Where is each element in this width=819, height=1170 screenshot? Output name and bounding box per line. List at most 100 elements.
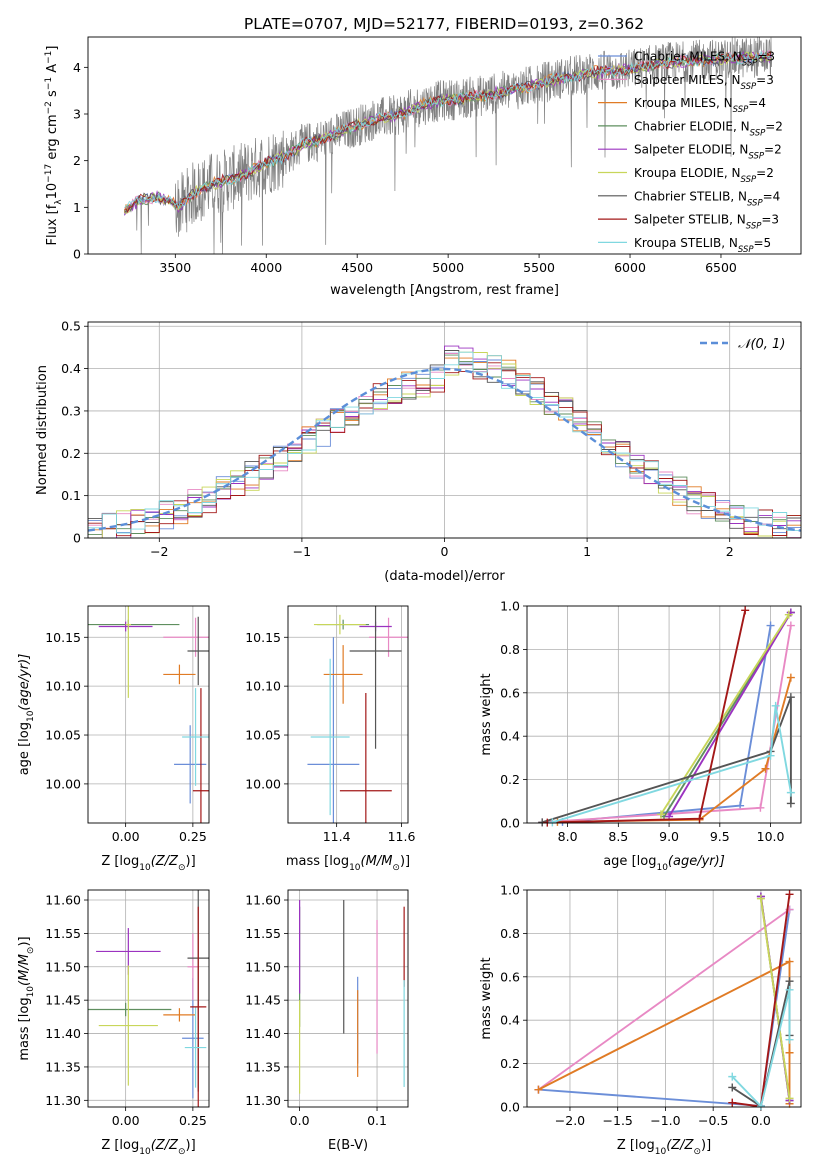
y-tick-label: 0.4: [61, 361, 81, 376]
weight-line: [537, 908, 791, 1091]
x-tick-label: 11.4: [323, 829, 351, 844]
x-tick-label: 4000: [250, 260, 282, 275]
weight-marker: [785, 890, 794, 899]
x-tick-label: 0.0: [290, 1113, 310, 1128]
y-tick-label: 0.8: [500, 926, 520, 941]
residual-histogram: [88, 351, 801, 534]
y-tick-label: 1.0: [500, 883, 520, 898]
y-tick-label: 10.10: [245, 679, 281, 694]
weight-marker: [785, 1048, 794, 1057]
axes-frame: [526, 889, 802, 1108]
weight-marker: [786, 621, 795, 630]
weight-marker: [766, 621, 775, 630]
y-tick-label: 11.60: [245, 893, 281, 908]
y-tick-label: 0.4: [500, 1013, 520, 1028]
y-tick-label: 11.30: [245, 1093, 281, 1108]
x-tick-label: 6000: [614, 260, 646, 275]
weight-marker: [695, 814, 704, 823]
y-tick-label: 11.55: [45, 926, 81, 941]
y-tick-label: 0.1: [61, 488, 81, 503]
x-axis-label: Z [log10(Z/Z⊙)]: [617, 1138, 711, 1157]
weight-marker: [548, 818, 557, 827]
y-tick-label: 10.15: [45, 630, 81, 645]
legend-entry: Salpeter ELODIE, NSSP=2: [634, 143, 782, 162]
mass-vs-EBV-panel: 0.0 0.1 11.30 11.35 11.40 11.45 11.50 11.55 11.6…: [245, 889, 409, 1153]
axes-frame: [87, 605, 210, 824]
y-tick-label: 0.8: [500, 642, 520, 657]
spectrum-panel: 3500 4000 4500 5000 5500 6000 6500 0 1 2 3 4 wavelen…: [44, 36, 802, 298]
residuals-panel: −2 −1 0 1 2 0 0.1 0.2 0.3 0.4 0.5 𝒩(0, 1) (data-mode…: [35, 319, 802, 584]
y-tick-label: 0: [73, 247, 81, 262]
y-tick-label: 0.0: [500, 816, 520, 831]
y-axis-label: mass weight: [479, 673, 494, 755]
weight-marker: [786, 799, 795, 808]
figure-title: PLATE=0707, MJD=52177, FIBERID=0193, z=0…: [244, 15, 644, 33]
y-tick-label: 0.6: [500, 685, 520, 700]
y-tick-label: 0.2: [61, 446, 81, 461]
y-tick-label: 11.40: [245, 1026, 281, 1041]
legend-entry: Salpeter STELIB, NSSP=3: [634, 213, 779, 232]
y-tick-label: 11.35: [45, 1059, 81, 1074]
weight-marker: [756, 894, 765, 903]
weight-vs-age-panel: 8.0 8.5 9.0 9.5 10.0 0.0 0.2 0.4 0.6 0.8 1.0 age [l…: [479, 599, 802, 873]
weight-marker: [786, 693, 795, 702]
weight-marker: [728, 1072, 737, 1081]
y-tick-label: 0.5: [61, 319, 81, 334]
residual-histogram: [88, 362, 801, 537]
weight-marker: [785, 957, 794, 966]
x-tick-label: −1.0: [650, 1113, 680, 1128]
y-tick-label: 0.0: [500, 1100, 520, 1115]
weight-marker: [786, 788, 795, 797]
weight-marker: [771, 701, 780, 710]
legend-entry: Chabrier STELIB, NSSP=4: [634, 189, 780, 208]
x-axis-label: E(B-V): [328, 1138, 368, 1153]
gaussian-curve: [88, 367, 801, 532]
spectrum-model-line: [123, 51, 772, 215]
x-tick-label: 5000: [432, 260, 464, 275]
x-tick-label: 0.25: [179, 829, 207, 844]
x-tick-label: 0.0: [751, 1113, 771, 1128]
weight-marker: [784, 610, 793, 619]
x-tick-label: 10.0: [757, 829, 785, 844]
weight-marker: [728, 1083, 737, 1092]
weight-marker: [785, 1035, 794, 1044]
mass-vs-Z-panel: 0.00 0.25 11.30 11.35 11.40 11.45 11.50 11.55 11…: [17, 889, 210, 1157]
legend-entry: Chabrier MILES, NSSP=3: [634, 50, 775, 69]
weight-marker: [786, 673, 795, 682]
y-tick-label: 10.05: [245, 728, 281, 743]
weight-marker: [656, 810, 665, 819]
y-tick-label: 11.55: [245, 926, 281, 941]
x-tick-label: 0.00: [112, 829, 140, 844]
y-axis-label: age [log10(age/yr)]: [17, 654, 36, 776]
weight-line: [552, 705, 792, 823]
x-tick-label: 3500: [159, 260, 191, 275]
y-tick-label: 0.6: [500, 969, 520, 984]
y-tick-label: 11.45: [45, 993, 81, 1008]
legend-entry: Kroupa MILES, NSSP=4: [634, 96, 766, 115]
weight-marker: [785, 977, 794, 986]
x-axis-label: mass [log10(M/M⊙)]: [286, 854, 410, 873]
x-tick-label: 8.5: [608, 829, 628, 844]
axes-frame: [526, 605, 802, 824]
legend-entry: Chabrier ELODIE, NSSP=2: [634, 119, 783, 138]
weight-line: [541, 696, 792, 823]
x-tick-label: −1: [293, 544, 311, 559]
x-tick-label: 0.1: [367, 1113, 387, 1128]
weight-line: [668, 612, 792, 817]
y-tick-label: 10.00: [45, 776, 81, 791]
y-tick-label: 11.50: [245, 959, 281, 974]
spectrum-y-axis-label: Flux [fλ10−17 erg cm−2 s−1 A−1]: [44, 46, 64, 246]
x-tick-label: 0.25: [179, 1113, 207, 1128]
x-axis-label: age [log10(age/yr)]: [603, 854, 725, 873]
axes-frame: [87, 321, 802, 539]
y-tick-label: 11.30: [45, 1093, 81, 1108]
axes-frame: [287, 889, 409, 1108]
y-tick-label: 10.05: [45, 728, 81, 743]
y-tick-label: 0.2: [500, 1056, 520, 1071]
y-tick-label: 10.10: [45, 679, 81, 694]
x-tick-label: 9.0: [659, 829, 679, 844]
legend-entry: Kroupa STELIB, NSSP=5: [634, 236, 771, 255]
x-tick-label: −1.5: [603, 1113, 633, 1128]
y-tick-label: 0: [73, 531, 81, 546]
weight-marker: [785, 985, 794, 994]
